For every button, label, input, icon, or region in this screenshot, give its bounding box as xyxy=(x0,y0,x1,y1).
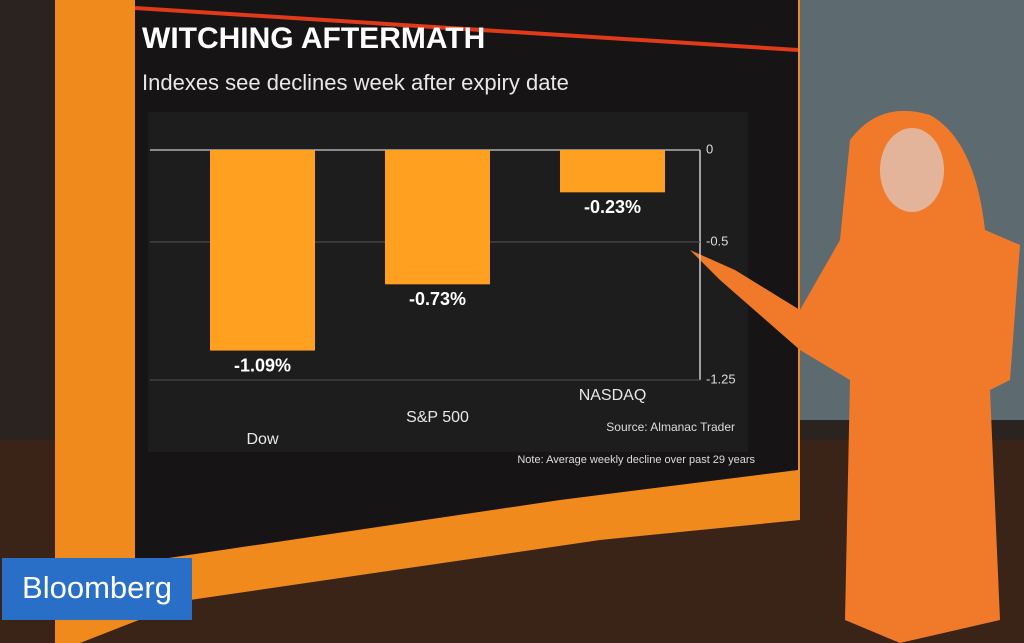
x-tick-label: S&P 500 xyxy=(406,409,469,426)
note: Note: Average weekly decline over past 2… xyxy=(517,454,755,466)
source: Source: Almanac Trader xyxy=(606,420,735,434)
x-tick-label: NASDAQ xyxy=(579,387,647,404)
logo: Bloomberg xyxy=(22,570,172,605)
presenter xyxy=(690,110,1020,643)
y-tick-label: 0 xyxy=(706,141,713,156)
x-tick-label: Dow xyxy=(246,431,278,448)
bar xyxy=(560,150,665,193)
value-label: -1.09% xyxy=(234,355,291,375)
logo-box xyxy=(2,558,192,620)
header-rule xyxy=(134,6,799,52)
presenter-face xyxy=(880,128,944,212)
chart-subtitle: Indexes see declines week after expiry d… xyxy=(142,70,569,95)
value-label: -0.73% xyxy=(409,289,466,309)
y-tick-label: -0.5 xyxy=(706,233,728,248)
bar xyxy=(385,150,490,285)
y-tick-label: -1.25 xyxy=(706,371,736,386)
chart-title: WITCHING AFTERMATH xyxy=(142,22,485,55)
bar xyxy=(210,150,315,351)
value-label: -0.23% xyxy=(584,197,641,217)
